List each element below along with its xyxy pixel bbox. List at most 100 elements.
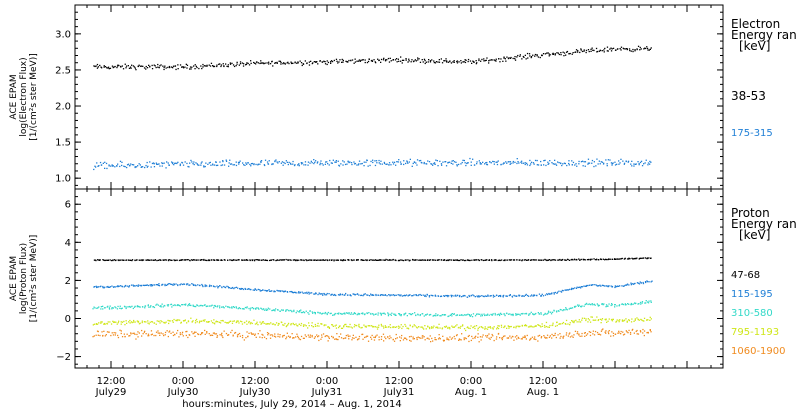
data-point [486, 164, 489, 166]
data-point [257, 324, 259, 326]
data-point [227, 322, 229, 324]
data-point [523, 295, 525, 297]
data-point [221, 259, 223, 261]
data-point [199, 284, 201, 287]
data-point [173, 164, 175, 166]
data-point [618, 319, 620, 322]
data-point [202, 66, 204, 68]
data-point [437, 338, 440, 340]
data-point [194, 335, 196, 337]
data-point [456, 324, 458, 326]
data-point [209, 65, 212, 67]
data-point [566, 164, 568, 167]
data-point [449, 314, 451, 316]
data-point [96, 286, 98, 289]
data-point [341, 293, 344, 296]
data-point [149, 321, 151, 323]
data-point [507, 313, 510, 315]
data-point [208, 321, 210, 323]
data-point [457, 294, 459, 297]
data-point [405, 337, 407, 340]
data-point [396, 326, 398, 328]
data-point [118, 320, 120, 322]
data-point [565, 259, 567, 261]
data-point [414, 259, 417, 261]
data-point [580, 161, 583, 163]
data-point [285, 325, 287, 328]
data-point [455, 314, 457, 317]
data-point [507, 337, 510, 339]
data-point [413, 161, 416, 163]
data-point [210, 320, 213, 322]
data-point [188, 284, 190, 286]
data-point [471, 259, 473, 261]
data-point [451, 325, 453, 327]
data-point [220, 64, 223, 66]
data-point [327, 311, 330, 314]
data-point [543, 324, 546, 327]
data-point [374, 164, 377, 167]
data-point [233, 259, 235, 261]
data-point [232, 320, 234, 322]
data-point [488, 60, 490, 62]
data-point [541, 54, 543, 57]
data-point [530, 337, 532, 340]
data-point [279, 60, 281, 62]
data-point [128, 335, 130, 337]
data-point [471, 335, 473, 338]
data-point [184, 304, 187, 306]
time-axis: hours:minutes, July 29, 2014 – Aug. 1, 2… [95, 376, 559, 410]
data-point [587, 321, 589, 323]
data-point [535, 312, 537, 315]
data-point [440, 58, 442, 60]
data-point [191, 321, 193, 323]
data-point [127, 163, 130, 165]
data-point [504, 325, 506, 327]
data-point [587, 158, 590, 160]
data-point [583, 305, 585, 307]
data-point [298, 259, 300, 261]
data-point [649, 329, 651, 331]
data-point [512, 314, 514, 317]
data-point [633, 163, 635, 165]
data-point [372, 259, 374, 261]
data-point [435, 313, 437, 315]
data-point [119, 160, 122, 162]
data-point [441, 328, 443, 330]
data-point [502, 295, 504, 297]
data-point [156, 163, 158, 165]
data-point [537, 164, 540, 166]
data-point [181, 259, 184, 261]
legend-item-38-53: 38-53 [731, 89, 766, 103]
data-point [297, 292, 299, 294]
data-point [241, 308, 244, 310]
data-point [112, 165, 114, 167]
data-point [177, 329, 179, 332]
data-point [486, 334, 489, 337]
data-point [255, 63, 257, 65]
data-point [182, 283, 184, 286]
data-point [620, 333, 622, 335]
data-point [330, 62, 332, 64]
data-point [368, 58, 370, 60]
data-point [206, 64, 208, 66]
data-point [646, 281, 649, 283]
data-point [519, 314, 521, 316]
data-point [573, 320, 576, 322]
data-point [409, 259, 411, 261]
data-point [238, 64, 240, 66]
data-point [527, 57, 529, 59]
data-point [324, 61, 326, 63]
data-point [192, 284, 195, 286]
data-point [126, 164, 129, 166]
data-point [386, 59, 388, 61]
data-point [565, 319, 568, 322]
data-point [204, 304, 206, 306]
data-point [229, 307, 231, 309]
data-point [643, 163, 645, 165]
data-point [317, 293, 319, 296]
data-point [97, 165, 99, 167]
data-point [266, 332, 269, 334]
data-point [375, 313, 377, 315]
data-point [555, 164, 558, 166]
